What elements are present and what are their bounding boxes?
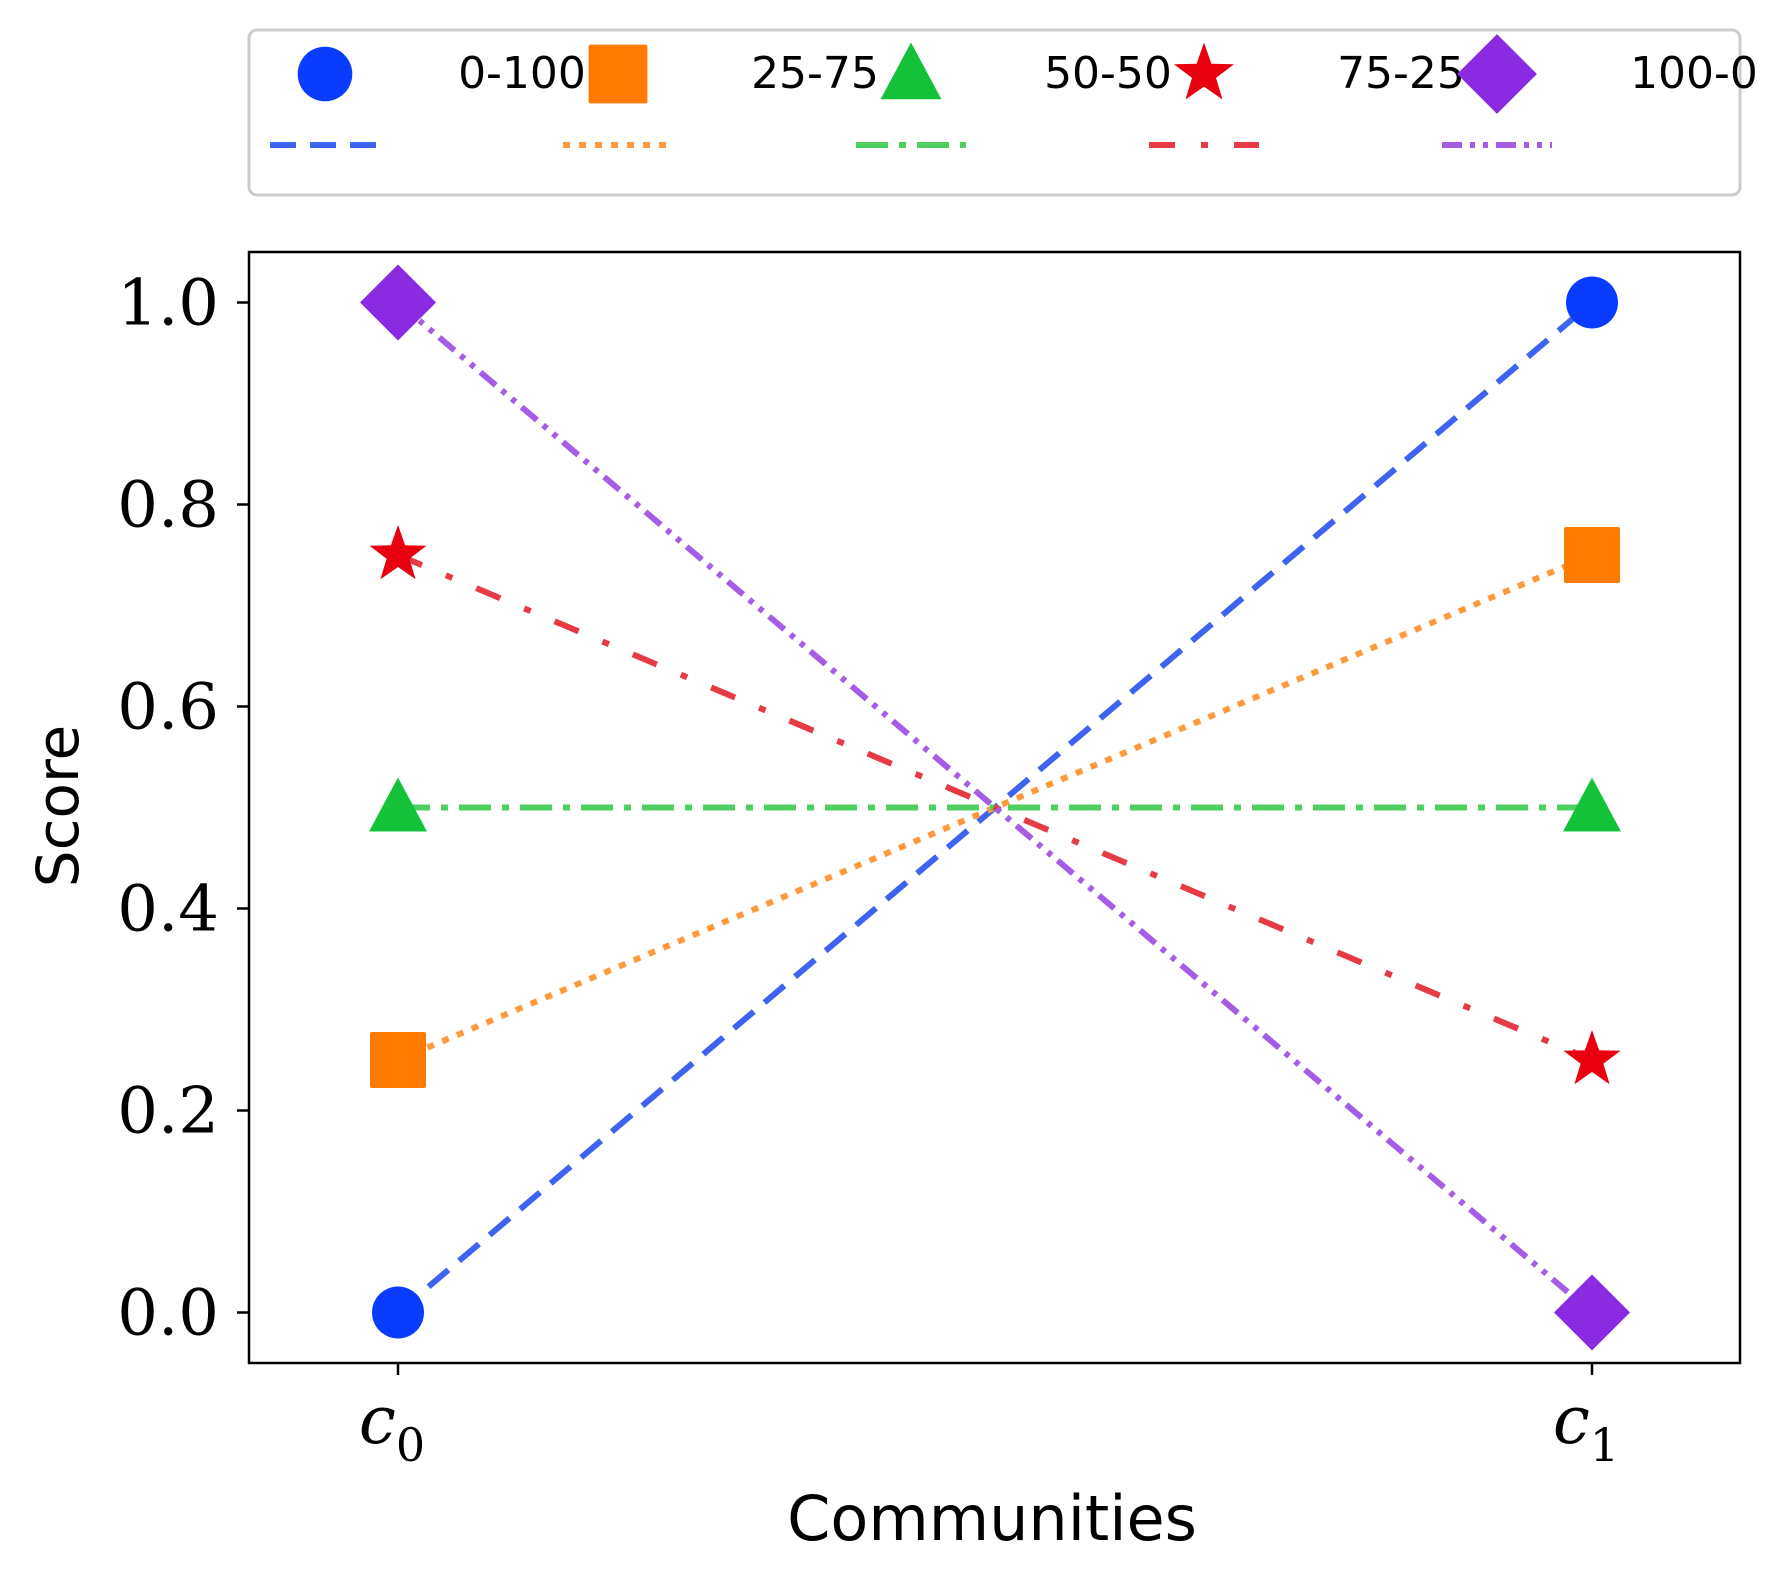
legend-label-25-75: 25-75 [751,48,879,99]
data-point-25-75-c0 [370,1032,426,1088]
series-lines [396,300,1594,1315]
plot-frame [247,250,1742,1365]
y-tick-label: 0.8 [117,469,219,543]
data-point-0-100-c1 [1566,276,1618,329]
legend-label-75-25: 75-25 [1337,48,1465,99]
data-point-50-50-c1 [1563,777,1621,832]
legend-label-0-100: 0-100 [458,48,586,99]
legend: 0-100 25-75 50-50 75-25 100-0 [247,28,1758,197]
legend-entry-100-0: 100-0 [1442,34,1758,148]
data-point-50-50-c0 [369,777,427,832]
series-markers [360,264,1630,1351]
y-tick-label: 1.0 [117,267,219,341]
data-point-75-25-c0 [369,525,427,580]
legend-entry-75-25: 75-25 [1149,42,1465,148]
data-point-100-0-c1 [1554,1274,1630,1351]
x-axis-label: Communities [787,1482,1197,1555]
legend-marker-50-50 [880,42,942,100]
series-line-75-25 [396,552,1594,1063]
y-axis-label: Score [24,725,92,887]
legend-label-100-0: 100-0 [1630,48,1758,99]
legend-marker-0-100 [297,46,353,102]
legend-entry-25-75: 25-75 [563,44,879,148]
y-tick-label: 0.0 [117,1277,219,1351]
legend-marker-100-0 [1457,34,1537,114]
data-point-25-75-c1 [1564,527,1620,583]
x-tick-label: c1 [1553,1382,1619,1472]
legend-marker-75-25 [1174,42,1234,100]
data-point-0-100-c0 [372,1286,424,1339]
x-tick-label: c0 [359,1382,425,1472]
y-tick-label: 0.2 [117,1075,219,1149]
legend-marker-25-75 [588,44,648,104]
plot-area [360,264,1630,1351]
series-line-100-0 [396,300,1594,1315]
data-point-75-25-c1 [1563,1030,1621,1085]
legend-entry-0-100: 0-100 [270,46,586,148]
legend-label-50-50: 50-50 [1044,48,1172,99]
y-tick-label: 0.6 [117,671,219,745]
data-point-100-0-c0 [360,264,436,341]
y-tick-label: 0.4 [117,873,219,947]
legend-entry-50-50: 50-50 [856,42,1172,148]
axes: 0.0 0.2 0.4 0.6 0.8 1.0 c0 c1 [117,250,1742,1472]
